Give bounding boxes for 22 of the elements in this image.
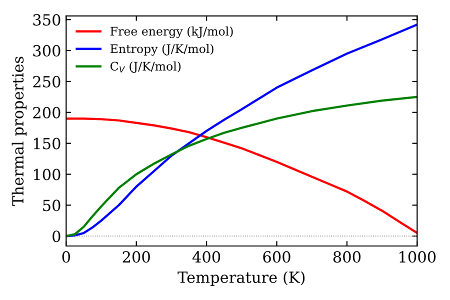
x-tick-label: 400: [192, 251, 220, 263]
line-series: [66, 117, 418, 234]
x-tick-label: 800: [333, 251, 361, 263]
x-tick-label: 1000: [400, 251, 436, 263]
y-tick-label: 50: [43, 200, 60, 212]
y-tick-label: 0: [52, 230, 60, 242]
y-tick-label: 100: [34, 168, 60, 180]
y-tick-label: 350: [33, 14, 60, 26]
x-tick-label: 0: [62, 251, 70, 263]
y-tick-label: 150: [34, 138, 60, 150]
y-tick-label: 250: [33, 76, 60, 88]
line-series: [66, 23, 418, 238]
legend-label: Free energy (kJ/mol): [110, 26, 233, 38]
x-tick-label: 600: [263, 251, 290, 263]
y-axis-title: Thermal properties: [12, 56, 27, 206]
y-tick-label: 300: [33, 45, 60, 57]
y-tick-label: 200: [33, 106, 60, 118]
line-series: [66, 96, 418, 238]
x-tick-label: 200: [122, 251, 150, 263]
x-axis-title: Temperature (K): [178, 271, 305, 286]
legend-label: C$_{V}$ (J/K/mol): [110, 62, 181, 73]
legend-label: Entropy (J/K/mol): [110, 44, 214, 56]
